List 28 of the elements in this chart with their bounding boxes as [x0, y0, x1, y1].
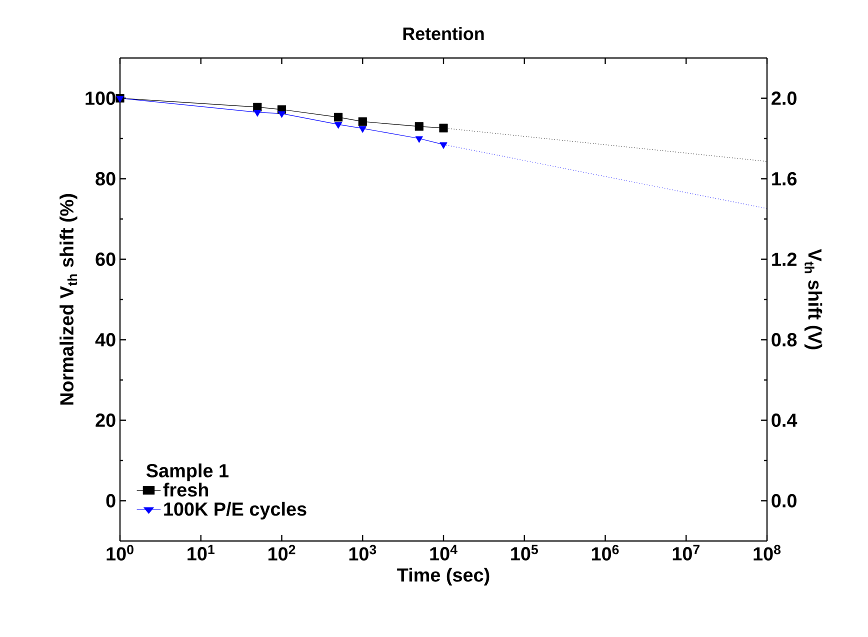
y-tick-label: 80 — [96, 172, 116, 186]
y2-tick-label: 0.8 — [772, 333, 797, 346]
y2-axis-title: V$_{th}$ shift (V) — [804, 248, 822, 350]
y2-tick-label: 0.0 — [772, 494, 796, 508]
y2-tick-label: 1.6 — [772, 172, 797, 186]
x-tick-label: 10$^{0}$ — [106, 544, 134, 561]
x-tick-label: 10$^{7}$ — [672, 544, 700, 560]
x-tick-label: 10$^{5}$ — [511, 544, 538, 560]
x-tick-label: 10$^{3}$ — [349, 544, 376, 561]
legend-title: Sample 1 — [146, 463, 228, 482]
y-tick-label: 100 — [86, 92, 116, 105]
legend-label: fresh — [163, 482, 208, 497]
x-tick-label: 10$^{8}$ — [754, 544, 781, 561]
y-tick-label: 40 — [95, 333, 116, 346]
y-tick-label: 0 — [106, 494, 116, 508]
y2-tick-label: 2.0 — [772, 92, 796, 105]
x-tick-label: 10$^{4}$ — [430, 544, 458, 560]
x-tick-label: 10$^{2}$ — [268, 544, 296, 561]
x-tick-label: 10$^{1}$ — [188, 544, 214, 560]
legend-label: 100K P/E cycles — [164, 502, 306, 520]
y2-tick-label: 0.4 — [772, 414, 798, 427]
x-axis-title: Time (sec) — [397, 568, 490, 586]
chart-title: Retention — [403, 26, 484, 40]
y-tick-label: 20 — [96, 414, 116, 427]
y-axis-title: Normalized V$_{th}$ shift (%) — [60, 194, 78, 405]
y2-tick-label: 1.2 — [772, 252, 796, 266]
y-tick-label: 60 — [96, 252, 116, 266]
x-tick-label: 10$^{6}$ — [592, 544, 619, 561]
